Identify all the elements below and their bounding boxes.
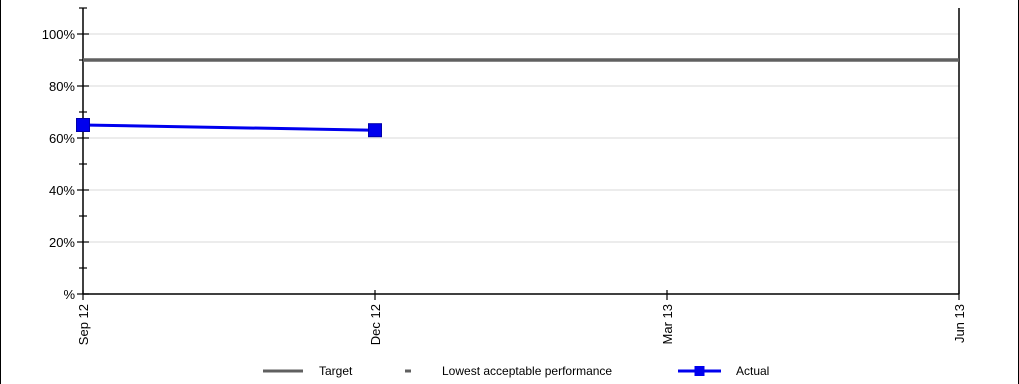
tick-labels: % 20% 40% 60% 80% 100% Sep 12 Dec 12 Mar 13 Jun 1… [42, 27, 967, 345]
legend-label-lowest-acceptable-performance: Lowest acceptable performance [442, 364, 612, 378]
legend-item-target: Target [263, 364, 353, 378]
legend-label-actual: Actual [736, 364, 769, 378]
x-tick-label-sep-12: Sep 12 [76, 304, 91, 345]
actual-point-sep-12 [76, 118, 90, 132]
legend-item-lowest-acceptable-performance: Lowest acceptable performance [405, 364, 612, 378]
legend: Target Lowest acceptable performance Actua… [263, 364, 769, 378]
legend-item-actual: Actual [678, 364, 769, 378]
y-tick-label-60: 60% [49, 131, 75, 146]
axes [77, 7, 960, 300]
y-tick-label-80: 80% [49, 79, 75, 94]
legend-marker-actual [694, 366, 705, 376]
x-tick-label-dec-12: Dec 12 [368, 304, 383, 345]
y-tick-label-100: 100% [42, 27, 76, 42]
y-tick-label-40: 40% [49, 183, 75, 198]
y-tick-label-0: % [63, 287, 75, 302]
y-tick-label-20: 20% [49, 235, 75, 250]
x-tick-label-jun-13: Jun 13 [952, 304, 967, 343]
actual-series-line [82, 123, 376, 132]
x-tick-label-mar-13: Mar 13 [660, 304, 675, 344]
actual-point-dec-12 [368, 123, 382, 138]
series-layer [76, 58, 959, 138]
legend-label-target: Target [319, 364, 353, 378]
gridlines [83, 33, 959, 243]
